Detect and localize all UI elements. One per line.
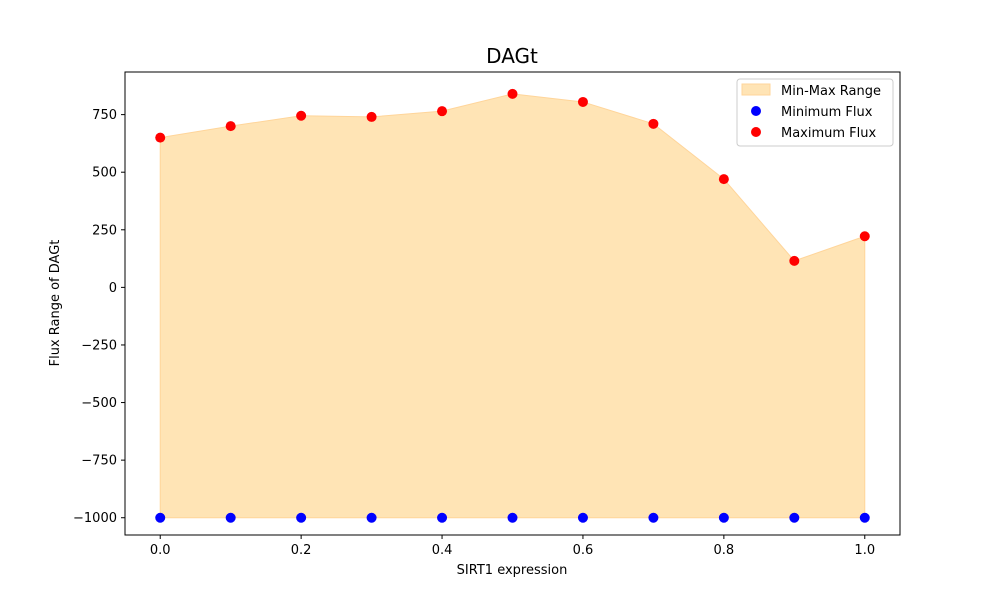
maximum-flux-point xyxy=(507,88,518,99)
minimum-flux-point xyxy=(296,512,307,523)
minimum-flux-point xyxy=(366,512,377,523)
y-tick-label: −500 xyxy=(81,396,117,411)
minimum-flux-point xyxy=(507,512,518,523)
y-tick-label: −1000 xyxy=(73,511,117,526)
maximum-flux-point xyxy=(859,231,870,242)
points-layer xyxy=(155,88,870,523)
minimum-flux-point xyxy=(577,512,588,523)
minimum-flux-point xyxy=(437,512,448,523)
maximum-flux-point xyxy=(648,118,659,129)
y-axis: −1000 −750 −500 −250 0 250 500 750 xyxy=(73,108,125,526)
maximum-flux-point xyxy=(366,111,377,122)
maximum-flux-point xyxy=(155,132,166,143)
maximum-flux-point xyxy=(789,255,800,266)
x-tick-label: 0.6 xyxy=(573,543,594,558)
legend-label-min-max-range: Min-Max Range xyxy=(781,84,881,99)
x-tick-label: 1.0 xyxy=(854,543,875,558)
legend-swatch-maximum-flux xyxy=(751,127,761,137)
legend-label-minimum-flux: Minimum Flux xyxy=(781,105,873,120)
maximum-flux-point xyxy=(577,96,588,107)
legend-swatch-minimum-flux xyxy=(751,106,761,116)
maximum-flux-point xyxy=(437,106,448,117)
minimum-flux-point xyxy=(648,512,659,523)
minimum-flux-point xyxy=(225,512,236,523)
fill-layer xyxy=(159,93,866,519)
y-tick-label: 0 xyxy=(109,281,117,296)
x-axis: 0.0 0.2 0.4 0.6 0.8 1.0 xyxy=(150,535,875,558)
x-tick-label: 0.4 xyxy=(432,543,453,558)
maximum-flux-point xyxy=(296,110,307,121)
x-tick-label: 0.8 xyxy=(714,543,735,558)
x-axis-label: SIRT1 expression xyxy=(457,563,568,578)
y-tick-label: −250 xyxy=(81,338,117,353)
axes-frame xyxy=(124,71,901,536)
y-axis-label: Flux Range of DAGt xyxy=(48,240,63,367)
legend-swatch-min-max-range xyxy=(741,83,771,96)
y-tick-label: −750 xyxy=(81,454,117,469)
x-tick-label: 0.0 xyxy=(150,543,171,558)
legend-frame xyxy=(736,78,894,147)
chart-title: DAGt xyxy=(486,44,538,68)
minimum-flux-point xyxy=(859,512,870,523)
minimum-flux-point xyxy=(789,512,800,523)
minimum-flux-point xyxy=(155,512,166,523)
y-tick-label: 250 xyxy=(92,223,117,238)
minimum-flux-point xyxy=(718,512,729,523)
y-tick-label: 500 xyxy=(92,166,117,181)
maximum-flux-point xyxy=(225,121,236,132)
legend-label-maximum-flux: Maximum Flux xyxy=(781,126,877,141)
maximum-flux-point xyxy=(718,174,729,185)
x-tick-label: 0.2 xyxy=(291,543,312,558)
min-max-range-area xyxy=(159,93,866,519)
legend: Min-Max Range Minimum Flux Maximum Flux xyxy=(736,78,894,147)
y-tick-label: 750 xyxy=(92,108,117,123)
